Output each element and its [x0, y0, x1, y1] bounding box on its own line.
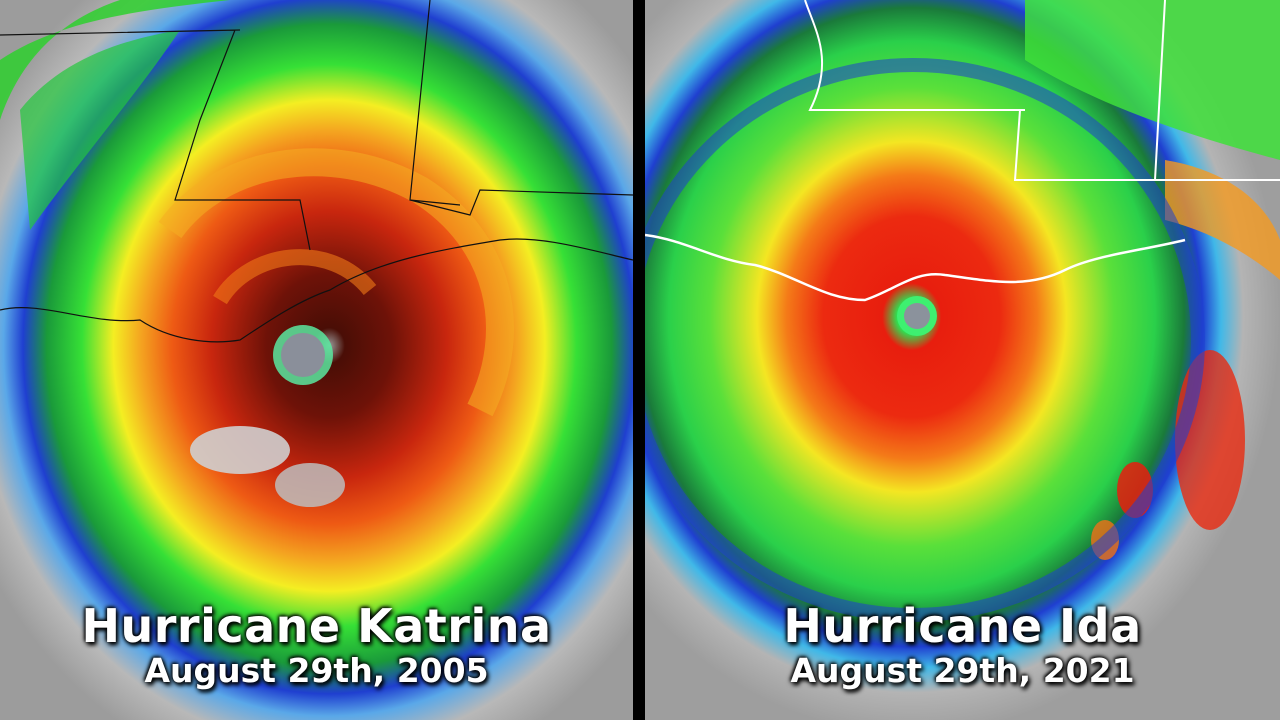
ida-panel: Hurricane Ida August 29th, 2021: [645, 0, 1280, 720]
ida-title: Hurricane Ida: [783, 599, 1142, 653]
katrina-title: Hurricane Katrina: [81, 599, 552, 653]
katrina-satellite-image: [0, 0, 633, 720]
ida-satellite-image: [645, 0, 1280, 720]
panel-divider: [633, 0, 645, 720]
katrina-date: August 29th, 2005: [144, 651, 489, 690]
ida-caption: Hurricane Ida August 29th, 2021: [645, 600, 1280, 690]
ida-date: August 29th, 2021: [790, 651, 1135, 690]
katrina-caption: Hurricane Katrina August 29th, 2005: [0, 600, 633, 690]
katrina-panel: Hurricane Katrina August 29th, 2005: [0, 0, 633, 720]
